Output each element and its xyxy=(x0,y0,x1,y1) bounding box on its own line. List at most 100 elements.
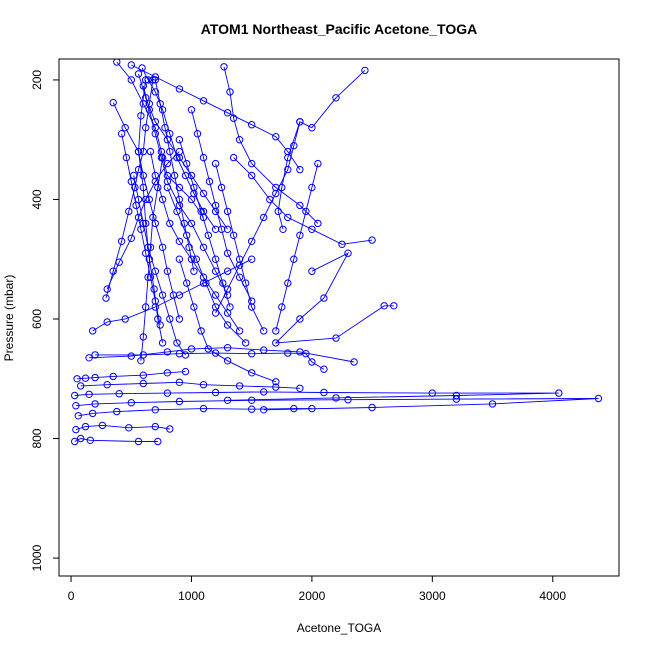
data-point xyxy=(235,382,244,390)
data-point xyxy=(296,348,304,356)
y-tick-label: 800 xyxy=(30,428,44,448)
data-point xyxy=(183,279,191,287)
data-point xyxy=(338,240,346,249)
series-line xyxy=(133,175,186,356)
data-point xyxy=(154,183,162,192)
data-point xyxy=(211,159,220,168)
data-point xyxy=(223,207,232,216)
data-point xyxy=(134,70,143,78)
data-point xyxy=(248,159,256,168)
data-point xyxy=(109,372,117,381)
series-line xyxy=(178,259,276,383)
data-point xyxy=(127,234,136,243)
data-point xyxy=(368,236,376,244)
data-point xyxy=(74,412,83,420)
data-point xyxy=(308,124,316,132)
data-point xyxy=(185,243,193,252)
data-point xyxy=(117,237,126,246)
data-point xyxy=(223,109,232,117)
series-line xyxy=(150,151,240,332)
data-point xyxy=(137,225,145,234)
series-12 xyxy=(102,76,157,302)
data-point xyxy=(144,76,152,84)
data-point xyxy=(320,365,328,373)
data-point xyxy=(302,207,310,216)
data-point xyxy=(158,153,167,162)
data-point xyxy=(223,249,232,257)
series-19 xyxy=(272,249,398,347)
series-line xyxy=(275,163,319,332)
data-point xyxy=(113,407,121,416)
data-point xyxy=(180,219,188,228)
data-point xyxy=(272,189,280,198)
data-point xyxy=(296,165,304,174)
x-axis: 0 1000 2000 3000 4000 xyxy=(68,576,566,603)
series-16 xyxy=(220,63,322,228)
series-line xyxy=(80,381,300,389)
data-point xyxy=(190,303,198,311)
data-point xyxy=(290,255,298,263)
series-line xyxy=(277,70,366,230)
series-10 xyxy=(89,255,256,335)
data-point xyxy=(149,213,157,222)
data-point xyxy=(125,207,133,216)
data-point xyxy=(197,327,205,335)
data-point xyxy=(314,159,322,168)
x-axis-label: Acetone_TOGA xyxy=(297,621,382,635)
data-point xyxy=(235,255,244,263)
series-line xyxy=(105,79,154,299)
data-point xyxy=(142,303,150,311)
data-point xyxy=(192,255,201,263)
data-point xyxy=(344,396,352,404)
data-point xyxy=(137,112,145,120)
data-point xyxy=(151,88,160,96)
data-point xyxy=(71,391,79,400)
data-point xyxy=(142,76,150,84)
data-point xyxy=(175,195,184,204)
series-27 xyxy=(175,136,234,311)
data-point xyxy=(139,147,148,156)
y-tick-label: 1000 xyxy=(30,544,44,571)
data-point xyxy=(199,153,208,162)
data-point xyxy=(170,171,179,180)
data-point xyxy=(226,303,234,311)
data-point xyxy=(166,147,174,156)
data-point xyxy=(134,147,143,156)
series-33 xyxy=(151,76,198,275)
series-35 xyxy=(175,255,280,386)
data-point xyxy=(199,189,208,198)
data-point xyxy=(166,219,174,228)
data-point xyxy=(284,279,292,287)
data-point xyxy=(242,339,250,347)
data-point xyxy=(248,237,256,246)
data-point xyxy=(205,177,214,186)
data-point xyxy=(272,339,280,347)
data-point xyxy=(296,315,304,323)
data-point xyxy=(163,389,172,397)
data-point xyxy=(555,389,563,397)
data-point xyxy=(121,315,129,323)
data-point xyxy=(175,237,184,246)
data-point xyxy=(71,437,79,446)
data-point xyxy=(89,327,97,335)
series-26 xyxy=(163,183,250,347)
data-point xyxy=(91,351,99,359)
y-axis: 200 400 600 800 1000 xyxy=(30,70,59,571)
data-point xyxy=(158,291,167,299)
data-point xyxy=(229,231,238,240)
data-point xyxy=(91,400,99,408)
data-point xyxy=(187,219,196,228)
data-point xyxy=(163,267,172,275)
data-point xyxy=(175,153,184,162)
data-point xyxy=(127,399,136,407)
data-point xyxy=(368,403,376,412)
data-point xyxy=(296,384,304,392)
data-point xyxy=(175,136,184,144)
data-point xyxy=(235,273,244,281)
data-point xyxy=(272,133,280,141)
data-point xyxy=(260,327,268,335)
data-point xyxy=(223,321,232,329)
data-point xyxy=(109,267,117,275)
series-6 xyxy=(77,378,304,392)
data-point xyxy=(163,171,172,180)
